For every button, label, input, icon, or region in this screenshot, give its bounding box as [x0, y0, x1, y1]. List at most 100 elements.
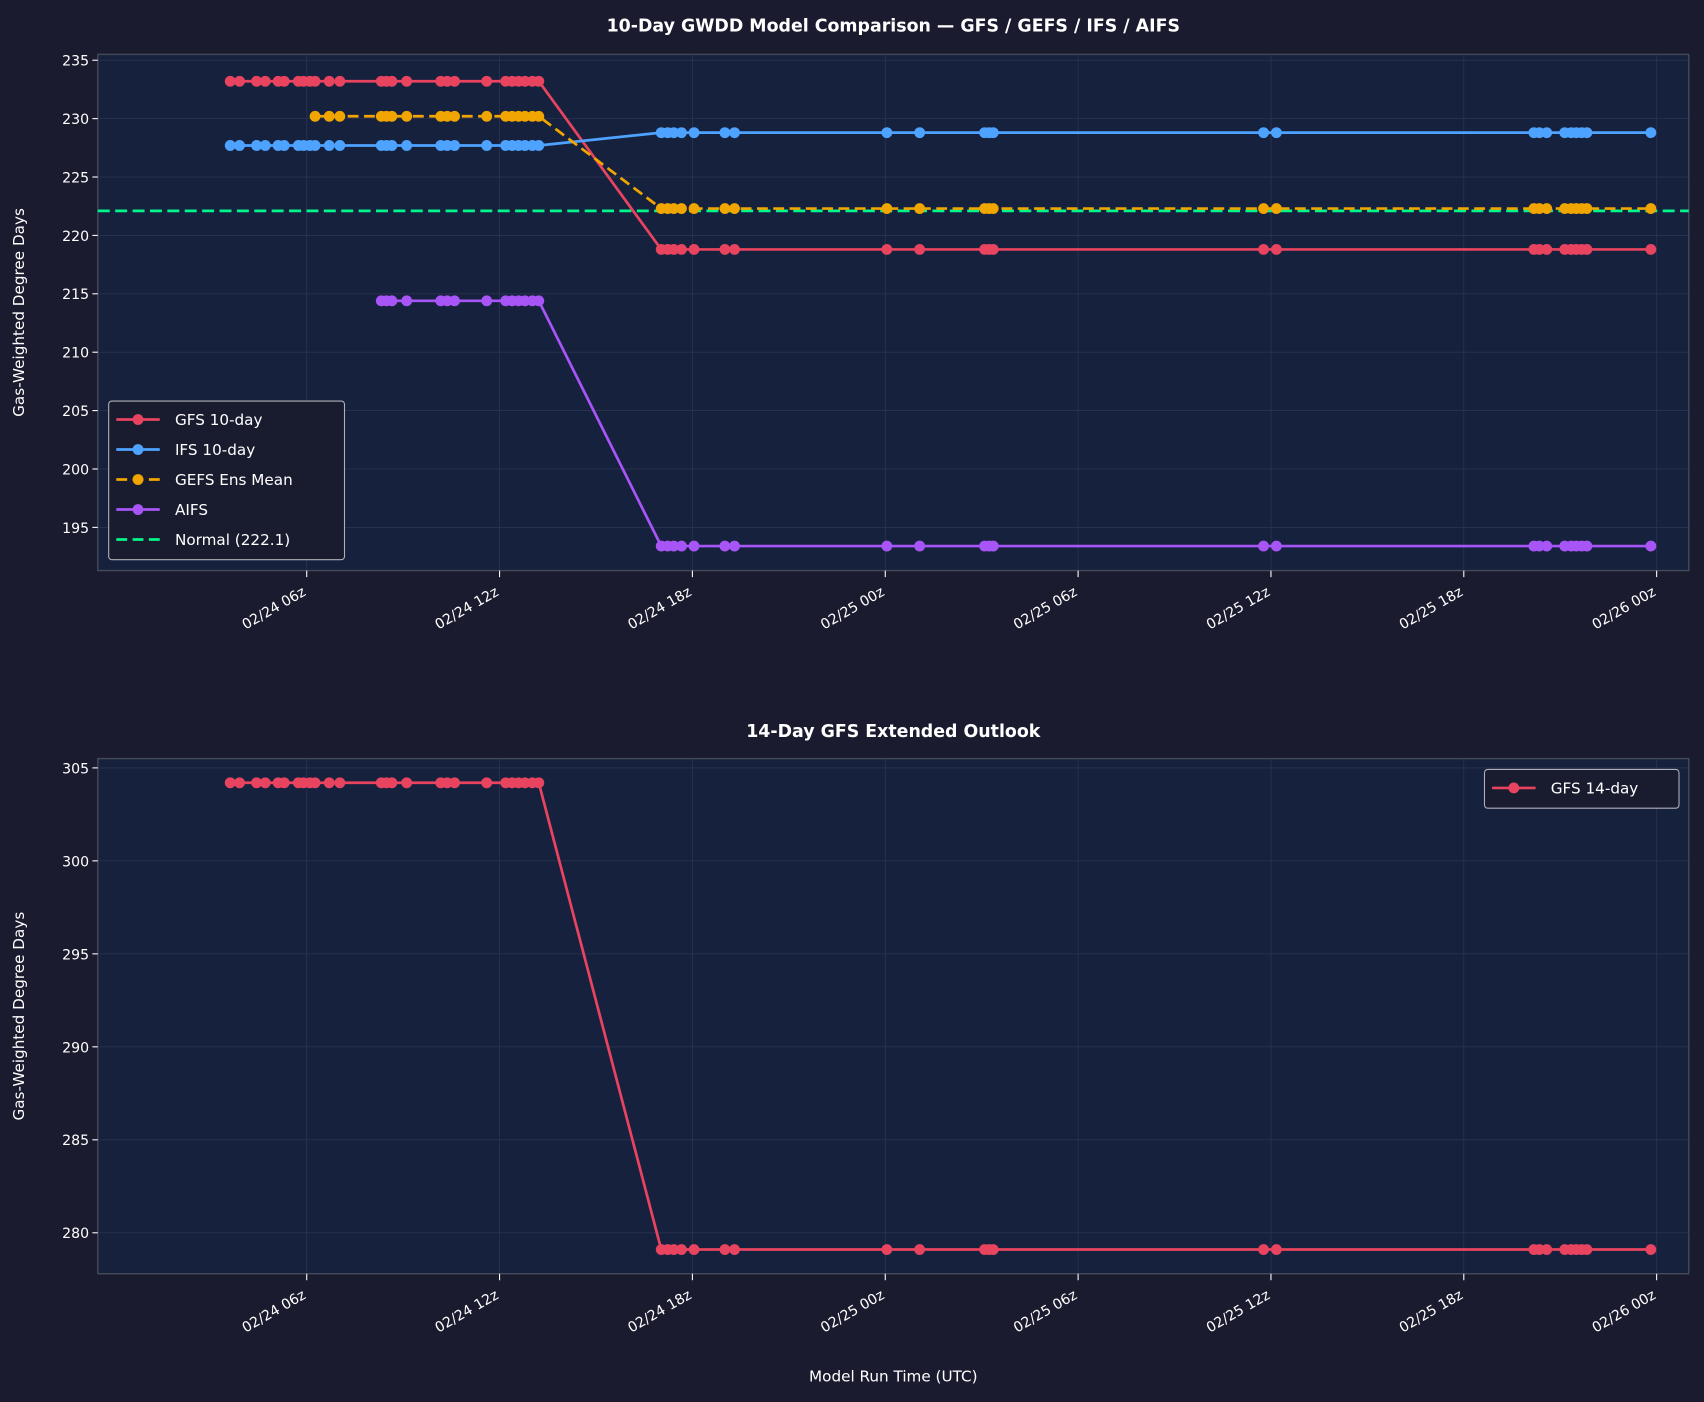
gfs-14-day-point: [719, 1244, 731, 1255]
ifs-10-day-point: [719, 127, 731, 139]
gfs-10-day-point: [309, 75, 321, 87]
aifs-point: [1541, 540, 1553, 552]
aifs-point: [1270, 540, 1282, 552]
legend-label-ifs-10-day: IFS 10-day: [175, 441, 255, 459]
aifs-point: [914, 540, 926, 552]
gfs-14-day-point: [688, 1244, 700, 1255]
legend-label-aifs: AIFS: [175, 501, 208, 519]
gfs-10-day-point: [259, 75, 271, 87]
y-tick-label: 230: [62, 112, 89, 128]
gfs-10-day-point: [729, 243, 740, 255]
ifs-10-day-point: [914, 127, 926, 139]
legend-marker-ifs-10-day: [132, 444, 144, 455]
gefs-ens-mean-point: [1581, 203, 1593, 214]
gfs-10-day-point: [533, 75, 545, 87]
aifs-point: [688, 540, 700, 552]
legend-label-gefs-ens-mean: GEFS Ens Mean: [175, 471, 293, 489]
gfs-14-day-point: [449, 777, 461, 789]
gefs-ens-mean-point: [676, 203, 687, 214]
gfs-10-day-point: [668, 243, 680, 255]
aifs-point: [449, 295, 461, 307]
gfs-14-day-point: [386, 777, 398, 789]
gfs-14-day-point: [1270, 1244, 1282, 1255]
ifs-10-day-point: [881, 127, 893, 139]
gfs-14-day-point: [914, 1244, 926, 1255]
gfs-10-day-point: [334, 75, 346, 87]
gfs-14-day-point: [224, 777, 236, 789]
legend-label-gfs-14-day: GFS 14-day: [1551, 779, 1639, 797]
aifs-point: [1258, 540, 1269, 552]
aifs-point: [533, 295, 545, 307]
ifs-10-day-point: [234, 140, 245, 151]
gfs-14-day-point: [881, 1244, 893, 1255]
gefs-ens-mean-point: [1541, 203, 1553, 214]
gfs-14-day-point: [401, 777, 413, 789]
gefs-ens-mean-point: [729, 203, 740, 214]
gfs-14-day-point: [323, 777, 335, 789]
gfs-10-day-point: [676, 243, 687, 255]
plot-area: [97, 757, 1690, 1275]
gfs-14-day-point: [481, 777, 493, 789]
legend-marker-gefs-ens-mean: [132, 474, 144, 485]
ifs-10-day-point: [676, 127, 687, 139]
y-axis-label: Gas-Weighted Degree Days: [10, 208, 28, 417]
y-tick-label: 305: [62, 761, 89, 777]
y-tick-label: 195: [62, 521, 89, 537]
aifs-point: [668, 540, 680, 552]
gfs-10-day-point: [1541, 243, 1553, 255]
y-tick-label: 210: [62, 346, 89, 362]
gfs-14-day-point: [251, 777, 263, 789]
gefs-ens-mean-point: [309, 110, 321, 122]
ifs-10-day-point: [729, 127, 740, 139]
legend-marker-gfs-14-day: [1508, 782, 1520, 794]
ifs-10-day-point: [323, 140, 335, 151]
gfs-10-day-point: [719, 243, 731, 255]
gfs-10-day-point: [1581, 243, 1593, 255]
gefs-ens-mean-point: [719, 203, 731, 214]
legend: GFS 14-day: [1483, 768, 1680, 809]
legend-label-gfs-10-day: GFS 10-day: [175, 411, 263, 429]
ifs-10-day-point: [224, 140, 236, 151]
gefs-ens-mean-point: [688, 203, 700, 214]
gfs-14-day-point: [259, 777, 271, 789]
legend-marker-aifs: [132, 504, 144, 515]
aifs-point: [386, 295, 398, 307]
gfs-10-day-point: [1270, 243, 1282, 255]
ifs-10-day-point: [309, 140, 321, 151]
gfs-10-day-point: [401, 75, 413, 87]
ifs-10-day-point: [668, 127, 680, 139]
aifs-point: [481, 295, 493, 307]
gfs-10-day-point: [481, 75, 493, 87]
aifs-point: [881, 540, 893, 552]
gfs-10-day-point: [688, 243, 700, 255]
gfs-14-day-point: [987, 1244, 999, 1255]
gfs-10-day-point: [881, 243, 893, 255]
ifs-10-day-point: [1581, 127, 1593, 139]
gefs-ens-mean-point: [533, 110, 545, 122]
plot-area: [97, 53, 1690, 572]
aifs-point: [1645, 540, 1657, 552]
gfs-14-day-point: [668, 1244, 680, 1255]
legend-box: [108, 400, 346, 561]
gfs-10-day-point: [1258, 243, 1269, 255]
ifs-10-day-point: [533, 140, 545, 151]
y-tick-label: 215: [62, 287, 89, 303]
legend-label-normal-222-1-: Normal (222.1): [175, 531, 290, 549]
gefs-ens-mean-point: [401, 110, 413, 122]
gefs-ens-mean-point: [881, 203, 893, 214]
gefs-ens-mean-point: [334, 110, 346, 122]
gfs-10-day-point: [449, 75, 461, 87]
gefs-ens-mean-point: [1258, 203, 1269, 214]
gfs-14-day-point: [1645, 1244, 1657, 1255]
y-tick-label: 205: [62, 404, 89, 420]
gfs-10-day-point: [1645, 243, 1657, 255]
ifs-10-day-point: [386, 140, 398, 151]
gfs-10-day-point: [278, 75, 290, 87]
ifs-10-day-point: [1270, 127, 1282, 139]
gefs-ens-mean-point: [987, 203, 999, 214]
gfs-10-day-point: [224, 75, 236, 87]
ifs-10-day-point: [278, 140, 290, 151]
gfs-14-day-point: [1258, 1244, 1269, 1255]
chart-title: 14-Day GFS Extended Outlook: [746, 722, 1041, 742]
gfs-14-day-point: [278, 777, 290, 789]
